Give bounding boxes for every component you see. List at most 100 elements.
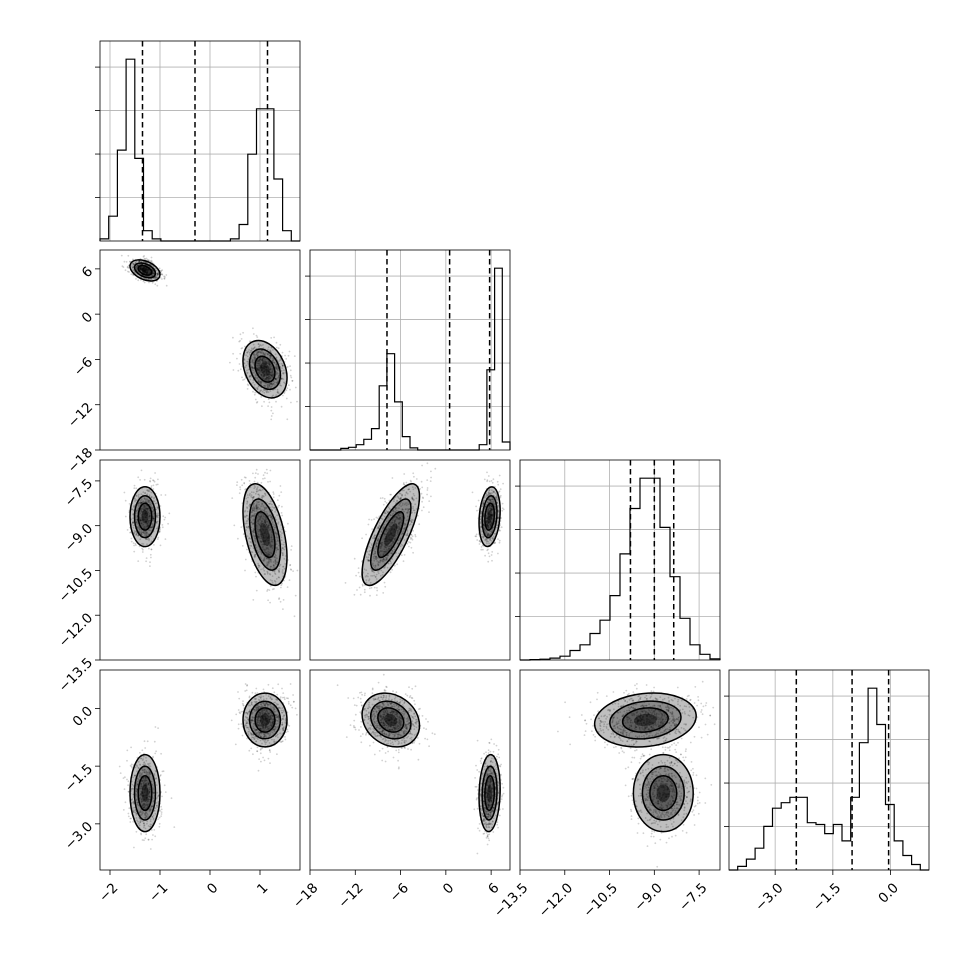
sample-point — [262, 539, 265, 542]
sample-point — [142, 515, 144, 518]
sample-point — [147, 524, 150, 527]
sample-point — [255, 506, 257, 508]
sample-point — [264, 518, 267, 521]
sample-point — [259, 529, 261, 531]
sample-point — [398, 518, 401, 521]
sample-point — [398, 521, 401, 524]
sample-point — [485, 521, 488, 524]
sample-point — [261, 373, 263, 376]
sample-point — [489, 525, 492, 527]
sample-point — [268, 534, 270, 537]
sample-point — [262, 352, 264, 355]
sample-point — [385, 546, 387, 549]
sample-point — [142, 270, 145, 273]
sample-point — [133, 550, 136, 553]
sample-point — [393, 521, 396, 524]
sample-point — [265, 360, 268, 363]
sample-point — [261, 390, 264, 393]
sample-point — [491, 513, 493, 516]
sample-point — [148, 764, 150, 767]
sample-point — [485, 538, 488, 540]
sample-point — [357, 567, 360, 569]
sample-point — [488, 523, 491, 526]
sample-point — [479, 518, 482, 521]
sample-point — [390, 493, 392, 496]
sample-point — [395, 527, 398, 530]
sample-point — [252, 381, 255, 384]
sample-point — [486, 480, 488, 483]
sample-point — [373, 548, 376, 551]
sample-point — [374, 576, 377, 578]
sample-point — [254, 356, 257, 359]
sample-point — [267, 526, 270, 528]
sample-point — [257, 566, 260, 569]
sample-point — [384, 585, 387, 588]
sample-point — [139, 751, 141, 754]
sample-point — [257, 385, 260, 388]
sample-point — [386, 549, 389, 552]
sample-point — [255, 334, 258, 337]
sample-point — [390, 523, 393, 525]
sample-point — [260, 374, 263, 377]
sample-point — [156, 514, 159, 516]
sample-point — [282, 547, 285, 550]
sample-point — [269, 528, 271, 530]
sample-point — [145, 531, 148, 534]
sample-point — [401, 495, 403, 497]
sample-point — [148, 519, 151, 522]
sample-point — [156, 527, 159, 530]
sample-point — [150, 496, 153, 499]
sample-point — [140, 501, 143, 504]
sample-point — [142, 280, 145, 283]
sample-point — [143, 500, 145, 503]
sample-point — [263, 543, 266, 546]
sample-point — [145, 271, 148, 274]
sample-point — [256, 525, 258, 527]
sample-point — [268, 363, 271, 366]
sample-point — [492, 515, 494, 518]
sample-point — [269, 355, 272, 357]
sample-point — [379, 550, 382, 552]
sample-point — [250, 545, 253, 547]
sample-point — [258, 523, 261, 526]
sample-point — [150, 259, 153, 262]
sample-point — [270, 374, 272, 377]
sample-point — [409, 490, 412, 493]
sample-point — [411, 486, 414, 489]
sample-point — [252, 472, 254, 475]
sample-point — [143, 266, 145, 269]
sample-point — [144, 271, 147, 274]
sample-point — [145, 817, 147, 820]
sample-point — [257, 371, 260, 373]
sample-point — [148, 269, 150, 272]
sample-point — [149, 480, 152, 483]
sample-point — [148, 519, 151, 522]
sample-point — [263, 557, 266, 559]
sample-point — [127, 780, 130, 783]
sample-point — [158, 530, 161, 532]
sample-point — [259, 516, 262, 519]
sample-point — [120, 254, 123, 257]
sample-point — [289, 564, 291, 567]
sample-point — [268, 562, 270, 564]
sample-point — [263, 374, 265, 376]
sample-point — [490, 523, 493, 525]
sample-point — [500, 517, 503, 519]
sample-point — [260, 373, 262, 376]
sample-point — [139, 266, 141, 269]
sample-point — [154, 283, 157, 286]
sample-point — [262, 568, 264, 570]
sample-point — [266, 526, 269, 528]
sample-point — [261, 520, 263, 523]
sample-point — [283, 392, 286, 395]
sample-point — [139, 266, 142, 269]
sample-point — [268, 379, 271, 381]
sample-point — [492, 537, 494, 540]
sample-point — [250, 494, 253, 496]
density-level-0 — [479, 486, 501, 547]
sample-point — [135, 487, 138, 490]
sample-point — [407, 503, 410, 506]
sample-point — [263, 375, 265, 377]
sample-point — [260, 365, 262, 368]
sample-point — [263, 374, 265, 377]
